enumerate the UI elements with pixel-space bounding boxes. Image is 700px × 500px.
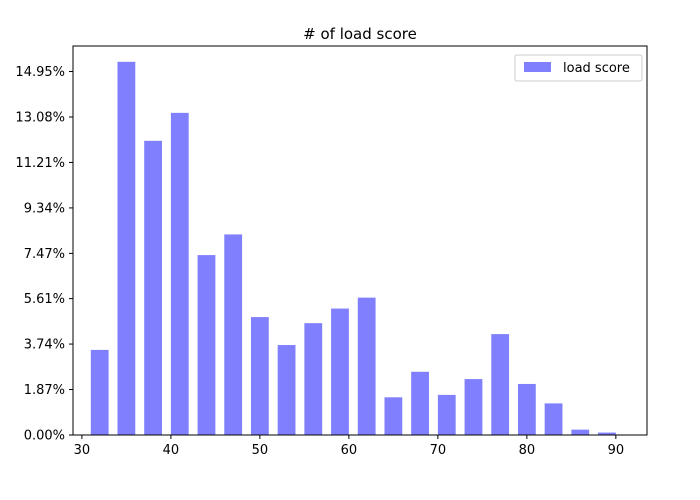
bar — [331, 308, 349, 435]
bar — [411, 371, 429, 435]
x-tick-label: 70 — [430, 443, 447, 458]
y-tick-label: 0.00% — [24, 429, 65, 444]
y-tick-label: 9.34% — [24, 201, 65, 216]
x-tick-label: 50 — [252, 443, 269, 458]
y-tick-label: 14.95% — [15, 65, 65, 80]
legend-label: load score — [563, 61, 630, 76]
chart-title: # of load score — [303, 25, 417, 43]
bar — [464, 379, 483, 435]
y-tick-label: 13.08% — [15, 110, 65, 125]
bar — [357, 297, 376, 435]
bar — [170, 112, 189, 435]
bar — [277, 345, 296, 435]
y-tick-label: 7.47% — [24, 247, 65, 262]
y-tick-label: 1.87% — [24, 383, 65, 398]
bar — [491, 334, 510, 435]
bar — [250, 317, 269, 435]
legend: load score — [514, 54, 643, 82]
bar — [90, 349, 109, 435]
bar — [544, 403, 563, 435]
x-tick-label: 90 — [608, 443, 625, 458]
x-tick-label: 30 — [74, 443, 91, 458]
y-axis-ticks: 0.00% 1.87% 3.74% 5.61% 7.47% 9.34% 11.21% 13.0… — [15, 65, 73, 444]
legend-swatch — [524, 62, 551, 72]
y-tick-label: 11.21% — [15, 156, 65, 171]
plot-frame — [72, 45, 648, 436]
bar — [304, 323, 323, 435]
bar — [224, 234, 243, 435]
x-tick-label: 80 — [519, 443, 536, 458]
bar — [437, 394, 456, 435]
x-tick-label: 60 — [341, 443, 358, 458]
y-tick-label: 5.61% — [24, 292, 65, 307]
bar — [517, 383, 536, 435]
bar — [117, 61, 136, 435]
y-tick-label: 3.74% — [24, 338, 65, 353]
legend-box — [514, 54, 643, 82]
bar — [197, 255, 216, 435]
bars-group — [90, 61, 616, 435]
bar — [598, 432, 616, 435]
bar — [384, 397, 403, 435]
x-axis-ticks: 30 40 50 60 70 80 90 — [74, 435, 625, 458]
bar — [571, 429, 590, 435]
bar — [144, 140, 162, 435]
x-tick-label: 40 — [163, 443, 180, 458]
